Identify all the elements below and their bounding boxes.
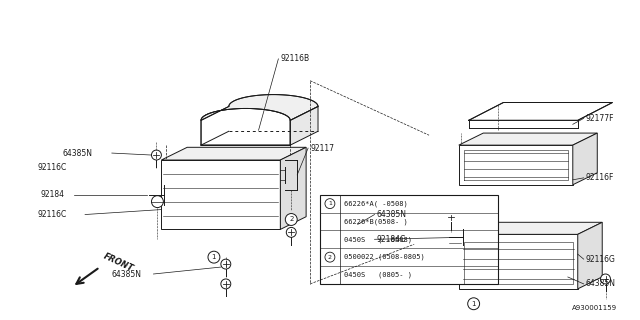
Circle shape (451, 238, 461, 248)
Text: 92116C: 92116C (38, 164, 67, 172)
Polygon shape (578, 222, 602, 289)
Text: 92116F: 92116F (586, 173, 614, 182)
Text: 1: 1 (212, 254, 216, 260)
Bar (320, 195, 499, 284)
Text: 0500022 (0508-0805): 0500022 (0508-0805) (344, 254, 424, 260)
Circle shape (285, 213, 297, 225)
Circle shape (600, 274, 611, 284)
Text: A930001159: A930001159 (572, 305, 618, 311)
Polygon shape (161, 160, 280, 229)
Circle shape (286, 228, 296, 237)
Circle shape (468, 298, 479, 310)
Polygon shape (459, 222, 602, 234)
Polygon shape (468, 102, 612, 120)
Text: 92184C: 92184C (376, 235, 406, 244)
Text: 2: 2 (289, 216, 293, 222)
Polygon shape (459, 234, 578, 289)
Text: 92177F: 92177F (586, 114, 614, 123)
Polygon shape (161, 147, 306, 160)
Circle shape (221, 259, 231, 269)
Circle shape (152, 150, 161, 160)
Circle shape (208, 251, 220, 263)
Text: 0450S   ( -0508): 0450S ( -0508) (344, 236, 412, 243)
Text: 1: 1 (328, 201, 332, 206)
Text: 2: 2 (328, 255, 332, 260)
Text: 66226*B(0508- ): 66226*B(0508- ) (344, 218, 408, 225)
Polygon shape (459, 133, 597, 145)
Text: 64385N: 64385N (62, 148, 92, 157)
Text: 0450S   (0805- ): 0450S (0805- ) (344, 272, 412, 278)
Polygon shape (201, 108, 291, 145)
Text: 92116B: 92116B (280, 54, 310, 63)
Text: 92116G: 92116G (586, 255, 616, 264)
Polygon shape (459, 145, 573, 185)
Text: 92184: 92184 (40, 190, 65, 199)
Circle shape (221, 279, 231, 289)
Circle shape (446, 212, 456, 222)
Text: 92117: 92117 (310, 144, 334, 153)
Text: 64385N: 64385N (376, 210, 406, 219)
Polygon shape (201, 95, 318, 120)
Polygon shape (573, 133, 597, 185)
Text: 64385N: 64385N (586, 279, 616, 288)
Polygon shape (291, 107, 318, 145)
Text: FRONT: FRONT (102, 251, 135, 273)
Circle shape (325, 252, 335, 262)
Circle shape (325, 199, 335, 209)
Circle shape (152, 196, 163, 208)
Text: 92116C: 92116C (38, 210, 67, 219)
Text: 1: 1 (472, 301, 476, 307)
Text: 66226*A( -0508): 66226*A( -0508) (344, 200, 408, 207)
Text: 64385N: 64385N (112, 269, 142, 278)
Polygon shape (280, 147, 306, 229)
